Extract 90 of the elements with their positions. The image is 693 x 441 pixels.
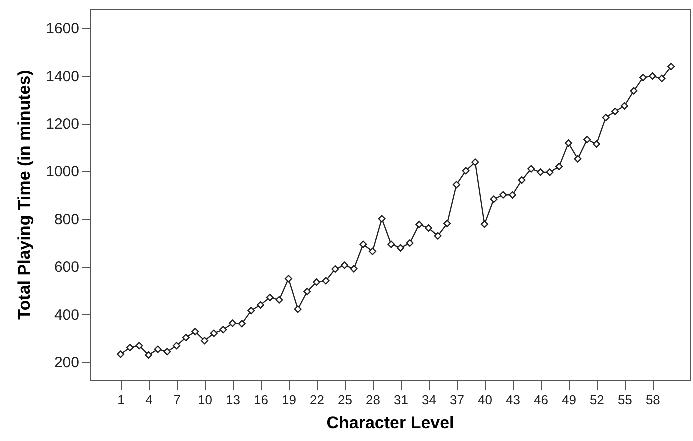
x-tick-label: 49 [562, 392, 576, 408]
point [648, 72, 656, 80]
point [117, 350, 125, 358]
point [182, 334, 190, 342]
y-axis-title: Total Playing Time (in minutes) [15, 70, 34, 320]
y-tick-label: 1400 [46, 68, 80, 86]
x-tick-label: 7 [174, 392, 181, 408]
point [658, 74, 666, 82]
x-tick-label: 25 [338, 392, 352, 408]
point [304, 288, 312, 296]
point [444, 220, 452, 228]
point [126, 344, 134, 352]
x-tick-label: 31 [394, 392, 408, 408]
point [192, 328, 200, 336]
point [257, 301, 265, 309]
point [154, 346, 162, 354]
x-tick-label: 16 [254, 392, 268, 408]
x-tick-label: 40 [478, 392, 492, 408]
point [564, 140, 572, 148]
y-tick-label: 1000 [46, 164, 80, 181]
point [528, 165, 536, 173]
point [556, 162, 564, 170]
point [378, 215, 386, 223]
x-tick-label: 58 [646, 392, 660, 408]
point [266, 294, 274, 302]
point [294, 306, 302, 314]
point [220, 326, 228, 334]
x-tick-label: 28 [366, 392, 380, 408]
x-tick-label: 37 [450, 392, 464, 408]
point [248, 307, 256, 315]
point [276, 296, 284, 304]
point [546, 168, 554, 176]
point [574, 155, 582, 163]
point [462, 167, 470, 175]
point [490, 196, 498, 204]
point [136, 342, 144, 350]
x-tick-label: 13 [226, 392, 241, 408]
point [500, 191, 508, 199]
point [592, 140, 600, 148]
x-tick-label: 19 [282, 392, 296, 408]
point [584, 136, 592, 144]
y-tick-label: 1200 [46, 116, 80, 134]
y-tick-label: 800 [54, 211, 80, 228]
x-tick-label: 55 [618, 392, 632, 408]
x-tick-label: 22 [310, 392, 324, 408]
x-tick-label: 34 [422, 392, 436, 408]
point [368, 248, 376, 256]
point [284, 275, 293, 283]
point [472, 158, 480, 166]
point [424, 224, 432, 232]
point [312, 278, 321, 286]
point [340, 262, 349, 270]
point [388, 240, 396, 248]
x-axis-title: Character Level [326, 414, 454, 432]
point [360, 240, 368, 248]
point [164, 348, 172, 356]
point [620, 102, 628, 110]
y-tick-label: 600 [54, 259, 80, 276]
point [173, 342, 181, 350]
point [602, 114, 610, 122]
x-tick-label: 46 [534, 392, 548, 408]
point [630, 87, 638, 95]
x-tick-label: 4 [146, 392, 153, 408]
point [406, 240, 414, 248]
point [668, 62, 676, 70]
point [508, 191, 516, 199]
point [210, 330, 218, 338]
point [434, 232, 442, 240]
point [332, 266, 340, 274]
x-tick-label: 10 [198, 392, 213, 408]
point [396, 244, 404, 252]
point [229, 320, 237, 328]
x-tick-label: 1 [118, 392, 125, 408]
y-tick-label: 200 [54, 354, 80, 372]
x-tick-label: 52 [590, 392, 604, 408]
point [536, 168, 544, 176]
point [350, 265, 358, 273]
point [145, 351, 153, 359]
point [416, 220, 424, 228]
point [612, 108, 620, 116]
point [201, 337, 209, 345]
point [640, 74, 648, 82]
point [480, 220, 488, 228]
y-tick-label: 400 [54, 306, 80, 324]
point [518, 176, 526, 184]
point [238, 320, 246, 328]
x-tick-label: 43 [506, 392, 520, 408]
point [452, 181, 460, 189]
point [322, 277, 330, 285]
y-tick-label: 1600 [46, 20, 80, 38]
